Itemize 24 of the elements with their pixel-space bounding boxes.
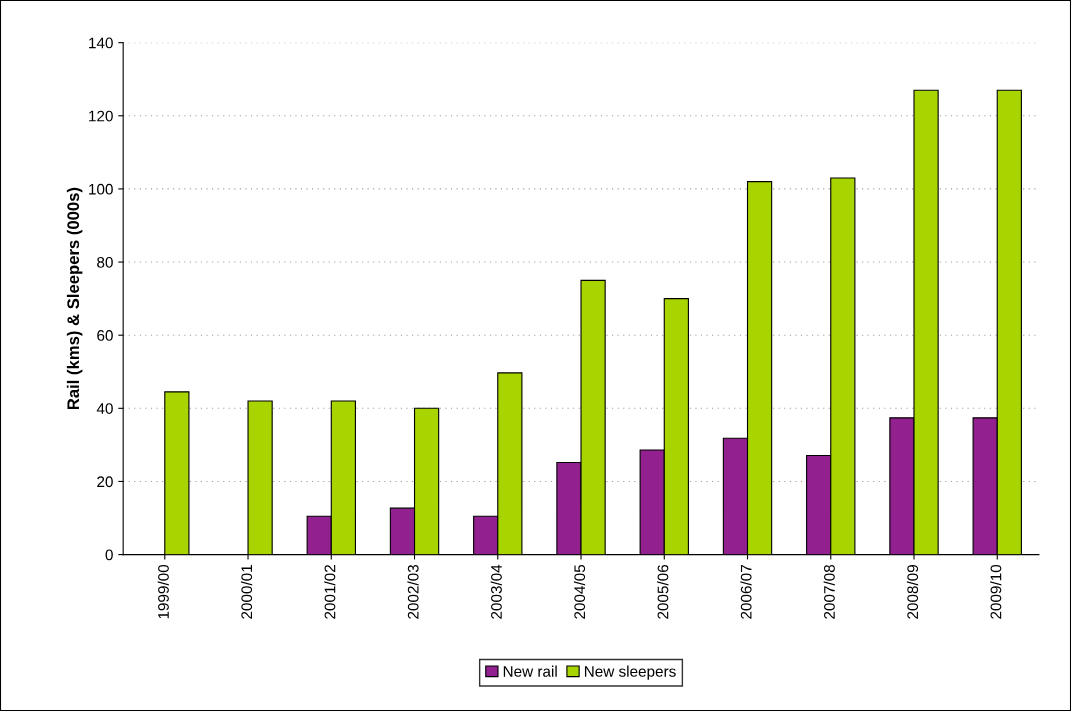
x-tick-label: 2001/02 bbox=[324, 565, 336, 619]
x-tick-label: 2005/06 bbox=[657, 564, 669, 619]
x-tick-label: 2007/08 bbox=[823, 564, 835, 619]
x-tick-label: 2009/10 bbox=[990, 564, 1002, 619]
legend-label: New sleepers bbox=[584, 665, 676, 680]
bar bbox=[164, 391, 190, 555]
legend-label: New rail bbox=[503, 665, 557, 677]
y-tick-label: 0 bbox=[105, 549, 113, 561]
bar bbox=[247, 400, 273, 555]
x-tick-label: 2008/09 bbox=[906, 565, 919, 619]
y-tick-label: 140 bbox=[89, 37, 113, 49]
y-tick-label: 120 bbox=[89, 110, 113, 122]
x-tick-label: 1999/00 bbox=[157, 564, 169, 619]
y-tick-label: 100 bbox=[89, 183, 113, 195]
x-tick-label: 2000/01 bbox=[240, 565, 253, 619]
y-tick-label: 80 bbox=[97, 256, 113, 268]
y-axis-title: Rail (kms) & Sleepers (000s) bbox=[66, 187, 83, 410]
x-tick-label: 2004/05 bbox=[573, 564, 586, 619]
y-tick-label: 40 bbox=[96, 403, 113, 414]
x-tick-label: 2002/03 bbox=[407, 564, 419, 619]
x-tick-label: 2003/04 bbox=[490, 564, 502, 619]
x-tick-label: 2006/07 bbox=[740, 565, 752, 619]
y-tick-label: 60 bbox=[97, 330, 113, 341]
y-tick-label: 20 bbox=[97, 476, 113, 488]
